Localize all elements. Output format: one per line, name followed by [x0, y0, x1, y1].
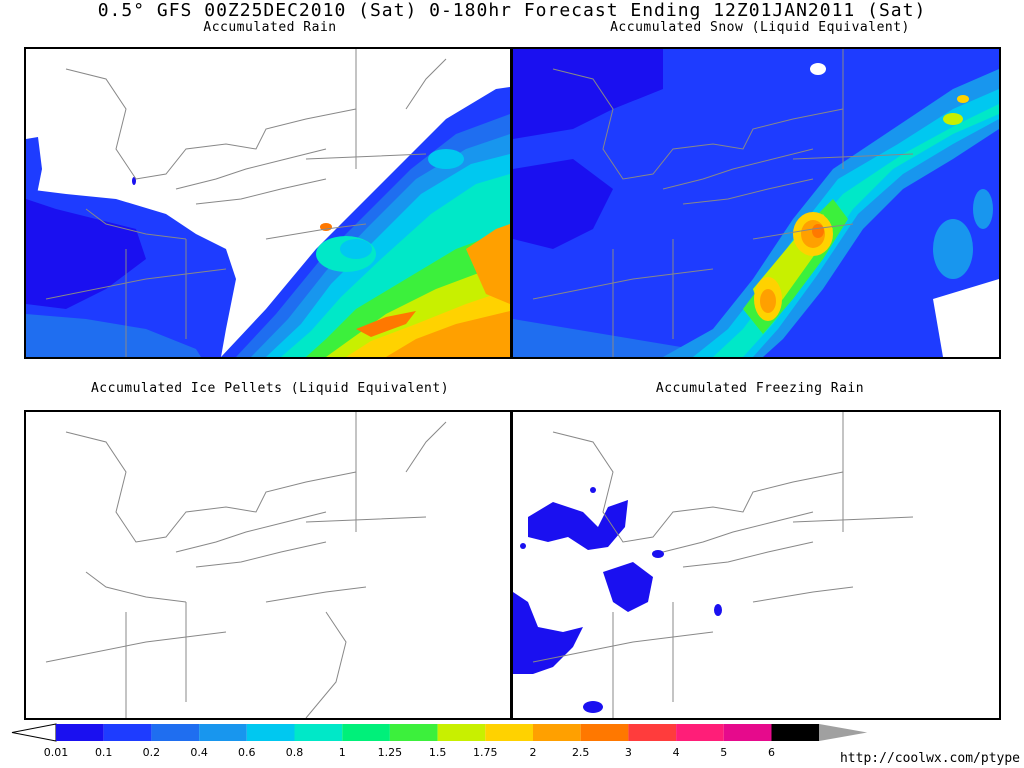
rain-basemap: [45, 49, 447, 357]
colorbar-min-arrow: [11, 723, 57, 742]
rain-map-panel: [24, 47, 512, 359]
colorbar-swatch: [676, 724, 724, 741]
colorbar-label: 0.8: [286, 746, 304, 759]
colorbar-label: 1.25: [378, 746, 403, 759]
colorbar-swatches: [11, 723, 868, 742]
colorbar-label: 0.01: [44, 746, 69, 759]
colorbar-swatch: [723, 724, 772, 741]
colorbar-label: 0.4: [190, 746, 208, 759]
rain-sw-band: [26, 314, 201, 357]
rain-map: [26, 49, 510, 357]
source-url[interactable]: http://coolwx.com/ptype: [839, 751, 1020, 766]
colorbar-swatch: [246, 724, 295, 741]
colorbar-swatch: [533, 724, 581, 741]
colorbar-swatch: [437, 724, 486, 741]
rain-nw-blob: [26, 137, 42, 199]
freezing-panel-title: Accumulated Freezing Rain: [655, 381, 865, 396]
colorbar-label: 3: [625, 746, 632, 759]
map-title: 0.5° GFS 00Z25DEC2010 (Sat) 0-180hr Fore…: [97, 0, 927, 21]
colorbar-swatch: [103, 724, 152, 741]
colorbar-swatch: [389, 724, 438, 741]
colorbar-label: 1.75: [473, 746, 498, 759]
freezing-blob-west: [513, 592, 583, 674]
colorbar-label: 2.5: [572, 746, 590, 759]
freezing-map-panel: [511, 410, 1001, 720]
rain-panel-title: Accumulated Rain: [203, 20, 337, 35]
colorbar-label: 4: [673, 746, 680, 759]
colorbar-swatch: [771, 724, 820, 741]
colorbar-label: 1: [339, 746, 346, 759]
colorbar-max-arrow: [819, 724, 868, 741]
colorbar-label: 2: [530, 746, 537, 759]
snow-map: [513, 49, 999, 357]
colorbar-label: 0.1: [95, 746, 113, 759]
colorbar-swatch: [151, 724, 200, 741]
colorbar-swatch: [294, 724, 343, 741]
colorbar-label: 0.2: [143, 746, 161, 759]
ice-map-panel: [24, 410, 512, 720]
colorbar-swatch: [56, 724, 104, 741]
colorbar-swatch: [199, 724, 247, 741]
colorbar-swatch: [342, 724, 390, 741]
colorbar-label: 5: [720, 746, 727, 759]
ice-map: [26, 412, 510, 718]
colorbar-labels: 0.01 0.1 0.2 0.4 0.6 0.8 1 1.25 1.5 1.75 2 2.5 3 4 5 6: [44, 746, 775, 759]
colorbar-label: 6: [768, 746, 775, 759]
snow-map-panel: [511, 47, 1001, 359]
colorbar: 0.01 0.1 0.2 0.4 0.6 0.8 1 1.25 1.5 1.75 2 2.5 3 4 5 6: [11, 723, 868, 759]
ice-panel-title: Accumulated Ice Pellets (Liquid Equivale…: [90, 381, 450, 396]
freezing-blob-north: [528, 500, 628, 550]
colorbar-swatch: [628, 724, 677, 741]
freezing-basemap: [532, 412, 914, 718]
freezing-map: [513, 412, 999, 718]
colorbar-label: 1.5: [429, 746, 447, 759]
colorbar-swatch: [485, 724, 533, 741]
snow-panel-title: Accumulated Snow (Liquid Equivalent): [610, 20, 910, 35]
colorbar-label: 0.6: [238, 746, 256, 759]
freezing-blob-central: [603, 562, 653, 612]
ice-basemap: [45, 412, 447, 718]
colorbar-swatch: [580, 724, 629, 741]
snow-basemap: [532, 49, 914, 357]
